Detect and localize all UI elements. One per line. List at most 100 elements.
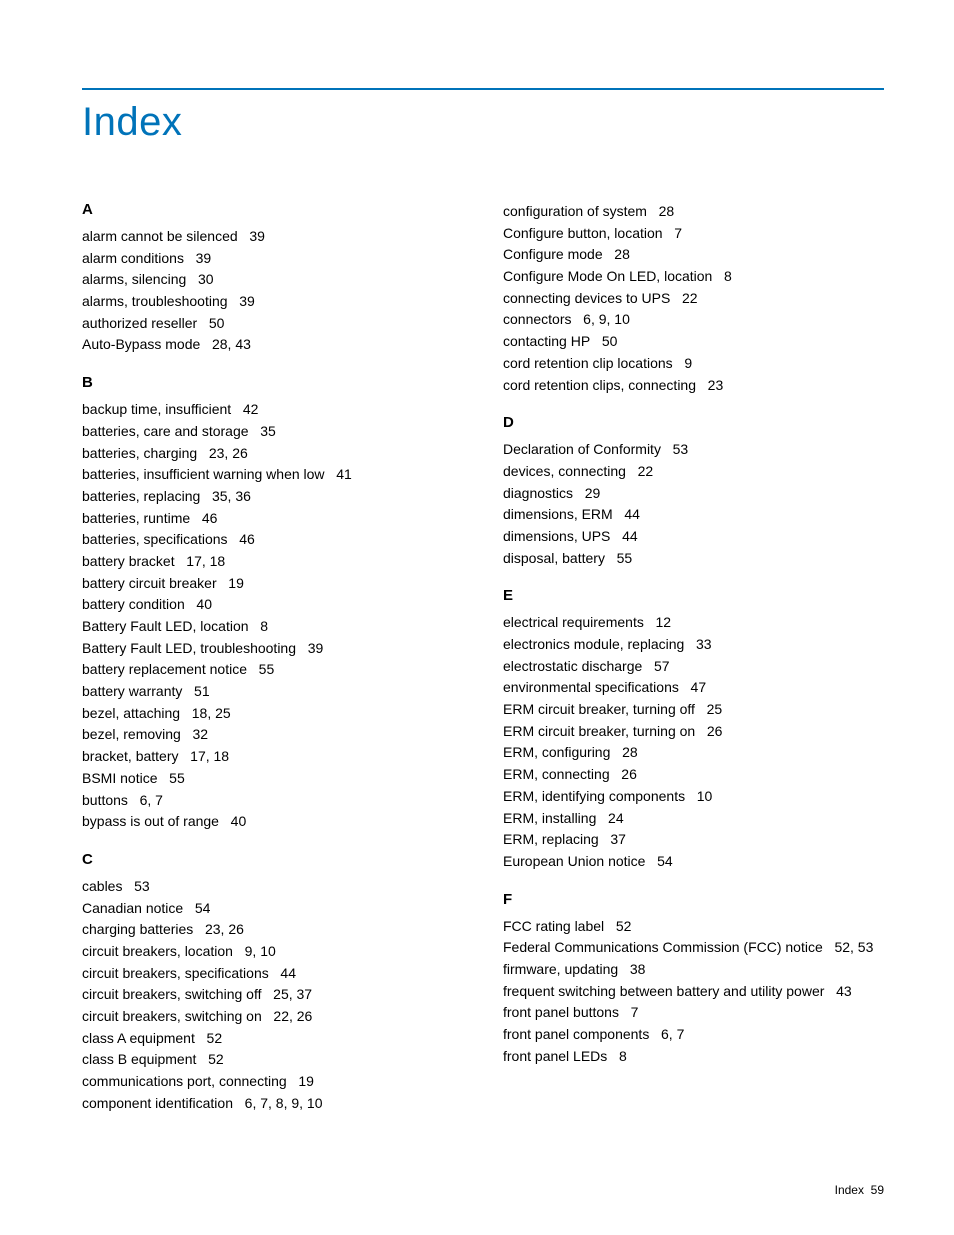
index-entry: batteries, care and storage 35: [82, 421, 463, 443]
index-entry: cord retention clip locations 9: [503, 353, 884, 375]
index-entry: battery warranty 51: [82, 681, 463, 703]
page-title: Index: [82, 100, 884, 145]
index-entry: batteries, runtime 46: [82, 508, 463, 530]
index-term: bypass is out of range: [82, 813, 219, 829]
index-entry: bezel, attaching 18, 25: [82, 703, 463, 725]
index-term: battery bracket: [82, 553, 175, 569]
index-entry: Configure button, location 7: [503, 223, 884, 245]
index-pages: 28: [614, 246, 630, 262]
index-pages: 19: [228, 575, 244, 591]
index-term: front panel LEDs: [503, 1048, 607, 1064]
index-pages: 28: [659, 203, 675, 219]
index-entry: cord retention clips, connecting 23: [503, 375, 884, 397]
index-entry: ERM circuit breaker, turning on 26: [503, 721, 884, 743]
index-pages: 55: [617, 550, 633, 566]
section-heading: D: [503, 414, 884, 431]
index-term: front panel buttons: [503, 1004, 619, 1020]
index-term: ERM, identifying components: [503, 788, 685, 804]
index-term: Battery Fault LED, location: [82, 618, 249, 634]
index-pages: 19: [298, 1073, 314, 1089]
index-entry: batteries, charging 23, 26: [82, 443, 463, 465]
left-column: Aalarm cannot be silenced 39alarm condit…: [82, 201, 463, 1114]
index-entry: ERM, identifying components 10: [503, 786, 884, 808]
index-pages: 39: [196, 250, 212, 266]
index-pages: 39: [239, 293, 255, 309]
index-pages: 26: [707, 723, 723, 739]
index-term: authorized reseller: [82, 315, 197, 331]
index-term: dimensions, ERM: [503, 506, 613, 522]
index-term: batteries, charging: [82, 445, 197, 461]
index-columns: Aalarm cannot be silenced 39alarm condit…: [82, 201, 884, 1114]
index-entry: firmware, updating 38: [503, 959, 884, 981]
index-entry: alarm cannot be silenced 39: [82, 226, 463, 248]
index-entry: ERM, replacing 37: [503, 829, 884, 851]
index-term: bracket, battery: [82, 748, 179, 764]
index-term: dimensions, UPS: [503, 528, 610, 544]
index-entry: Configure Mode On LED, location 8: [503, 266, 884, 288]
index-entry: battery condition 40: [82, 594, 463, 616]
index-entry: batteries, insufficient warning when low…: [82, 464, 463, 486]
index-term: alarms, troubleshooting: [82, 293, 228, 309]
index-pages: 7: [631, 1004, 639, 1020]
index-pages: 42: [243, 401, 259, 417]
index-entry: charging batteries 23, 26: [82, 919, 463, 941]
index-term: batteries, care and storage: [82, 423, 249, 439]
section-heading: E: [503, 587, 884, 604]
index-pages: 23, 26: [205, 921, 244, 937]
index-entry: battery replacement notice 55: [82, 659, 463, 681]
index-pages: 46: [239, 531, 255, 547]
index-entry: circuit breakers, switching on 22, 26: [82, 1006, 463, 1028]
index-pages: 18, 25: [192, 705, 231, 721]
index-entry: Federal Communications Commission (FCC) …: [503, 937, 884, 959]
index-entry: buttons 6, 7: [82, 790, 463, 812]
index-entry: circuit breakers, switching off 25, 37: [82, 984, 463, 1006]
index-pages: 17, 18: [186, 553, 225, 569]
index-pages: 25: [707, 701, 723, 717]
index-term: buttons: [82, 792, 128, 808]
index-entry: alarm conditions 39: [82, 248, 463, 270]
top-rule: [82, 88, 884, 90]
index-pages: 52: [616, 918, 632, 934]
index-entry: Battery Fault LED, troubleshooting 39: [82, 638, 463, 660]
index-pages: 44: [280, 965, 296, 981]
index-entry: batteries, replacing 35, 36: [82, 486, 463, 508]
index-pages: 25, 37: [273, 986, 312, 1002]
index-term: ERM, configuring: [503, 744, 610, 760]
index-pages: 28: [622, 744, 638, 760]
index-entry: European Union notice 54: [503, 851, 884, 873]
index-pages: 22, 26: [273, 1008, 312, 1024]
index-entry: connectors 6, 9, 10: [503, 309, 884, 331]
index-entry: bezel, removing 32: [82, 724, 463, 746]
index-entry: ERM, installing 24: [503, 808, 884, 830]
index-term: Battery Fault LED, troubleshooting: [82, 640, 296, 656]
index-entry: electrostatic discharge 57: [503, 656, 884, 678]
index-term: connecting devices to UPS: [503, 290, 670, 306]
index-pages: 55: [259, 661, 275, 677]
index-pages: 24: [608, 810, 624, 826]
index-pages: 55: [169, 770, 185, 786]
index-term: battery condition: [82, 596, 185, 612]
section-entries: FCC rating label 52Federal Communication…: [503, 916, 884, 1068]
index-term: European Union notice: [503, 853, 645, 869]
index-term: ERM circuit breaker, turning off: [503, 701, 695, 717]
index-pages: 17, 18: [190, 748, 229, 764]
index-term: alarm conditions: [82, 250, 184, 266]
index-term: Declaration of Conformity: [503, 441, 661, 457]
index-pages: 8: [260, 618, 268, 634]
index-pages: 9, 10: [245, 943, 276, 959]
index-pages: 23, 26: [209, 445, 248, 461]
index-term: ERM, installing: [503, 810, 596, 826]
index-term: cord retention clips, connecting: [503, 377, 696, 393]
index-term: cables: [82, 878, 122, 894]
index-pages: 52: [207, 1030, 223, 1046]
index-entry: configuration of system 28: [503, 201, 884, 223]
index-entry: environmental specifications 47: [503, 677, 884, 699]
index-term: batteries, insufficient warning when low: [82, 466, 325, 482]
index-entry: circuit breakers, specifications 44: [82, 963, 463, 985]
index-pages: 52, 53: [834, 939, 873, 955]
index-entry: dimensions, UPS 44: [503, 526, 884, 548]
index-pages: 39: [249, 228, 265, 244]
index-entry: authorized reseller 50: [82, 313, 463, 335]
index-term: bezel, attaching: [82, 705, 180, 721]
index-pages: 50: [209, 315, 225, 331]
